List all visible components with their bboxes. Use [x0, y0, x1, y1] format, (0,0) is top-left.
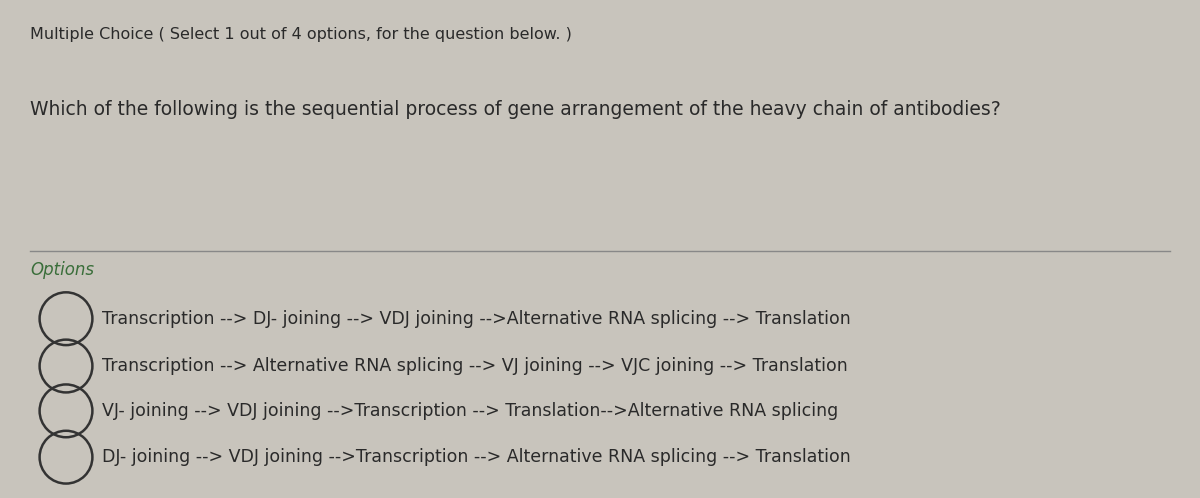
Text: Transcription --> Alternative RNA splicing --> VJ joining --> VJC joining --> Tr: Transcription --> Alternative RNA splici… [102, 357, 847, 375]
Text: VJ- joining --> VDJ joining -->Transcription --> Translation-->Alternative RNA s: VJ- joining --> VDJ joining -->Transcrip… [102, 402, 839, 420]
Text: DJ- joining --> VDJ joining -->Transcription --> Alternative RNA splicing --> Tr: DJ- joining --> VDJ joining -->Transcrip… [102, 448, 851, 466]
Text: Which of the following is the sequential process of gene arrangement of the heav: Which of the following is the sequential… [30, 100, 1001, 119]
Text: Transcription --> DJ- joining --> VDJ joining -->Alternative RNA splicing --> Tr: Transcription --> DJ- joining --> VDJ jo… [102, 310, 851, 328]
Text: Options: Options [30, 261, 94, 279]
Text: Multiple Choice ( Select 1 out of 4 options, for the question below. ): Multiple Choice ( Select 1 out of 4 opti… [30, 27, 572, 42]
